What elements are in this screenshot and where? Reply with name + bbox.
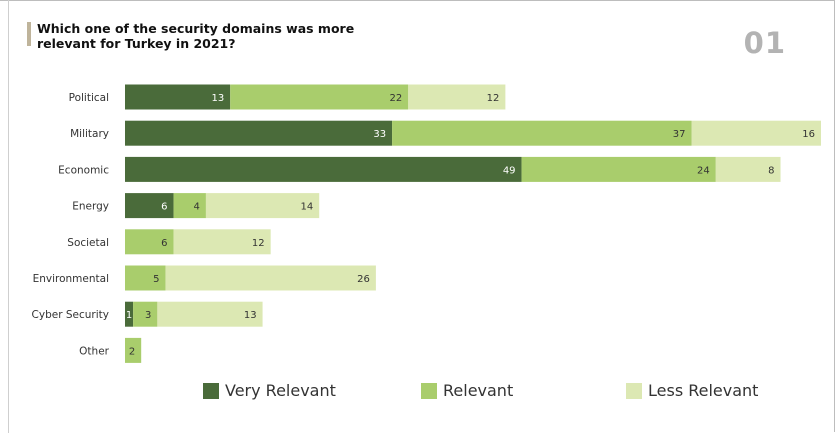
- page-number: 01: [743, 26, 786, 60]
- value-label-societal-relevant: 6: [161, 238, 167, 249]
- value-label-energy-less-relevant: 14: [300, 202, 313, 213]
- bar-societal-relevant: [125, 229, 174, 255]
- value-label-economic-relevant: 24: [697, 165, 710, 176]
- legend-swatch-very-relevant: [203, 382, 219, 399]
- category-label-economic: Economic: [58, 164, 109, 176]
- category-label-other: Other: [79, 345, 109, 357]
- value-label-cyber-security-relevant: 3: [145, 310, 151, 321]
- legend-swatch-relevant: [421, 382, 437, 399]
- chart-title: Which one of the security domains was mo…: [37, 21, 355, 51]
- value-label-energy-relevant: 4: [194, 202, 200, 213]
- value-label-cyber-security-very-relevant: 1: [126, 310, 132, 321]
- value-label-political-less-relevant: 12: [487, 93, 500, 104]
- value-label-military-less-relevant: 16: [802, 129, 815, 140]
- bar-military-less-relevant: [691, 120, 821, 146]
- value-label-environmental-relevant: 5: [153, 274, 159, 285]
- left-rule: [8, 0, 9, 433]
- value-label-other-relevant: 2: [129, 346, 135, 357]
- bar-cyber-security-relevant: [133, 301, 158, 327]
- title-accent-bar: [27, 22, 31, 46]
- bar-cyber-security-very-relevant: [125, 301, 134, 327]
- category-label-cyber-security: Cyber Security: [32, 309, 109, 321]
- legend-label-less-relevant: Less Relevant: [648, 381, 759, 400]
- category-label-environmental: Environmental: [33, 273, 109, 285]
- value-label-environmental-less-relevant: 26: [357, 274, 370, 285]
- legend: Very Relevant Relevant Less Relevant: [0, 381, 836, 403]
- bar-environmental-less-relevant: [165, 265, 376, 291]
- legend-swatch-less-relevant: [626, 382, 642, 399]
- bar-energy-very-relevant: [125, 193, 174, 219]
- bar-environmental-relevant: [125, 265, 166, 291]
- value-label-military-relevant: 37: [673, 129, 686, 140]
- bar-economic-less-relevant: [715, 156, 781, 182]
- value-label-energy-very-relevant: 6: [161, 202, 167, 213]
- value-label-political-very-relevant: 13: [211, 93, 224, 104]
- legend-label-very-relevant: Very Relevant: [225, 381, 336, 400]
- value-label-political-relevant: 22: [390, 93, 403, 104]
- bar-energy-relevant: [173, 193, 206, 219]
- category-label-military: Military: [70, 128, 109, 140]
- bar-military-very-relevant: [125, 120, 393, 146]
- bar-military-relevant: [392, 120, 692, 146]
- legend-item-less-relevant: Less Relevant: [626, 381, 758, 400]
- legend-item-relevant: Relevant: [421, 381, 513, 400]
- value-label-cyber-security-less-relevant: 13: [244, 310, 257, 321]
- bar-other-relevant: [125, 337, 142, 363]
- bar-political-relevant: [230, 84, 409, 110]
- value-label-economic-very-relevant: 49: [503, 165, 516, 176]
- bar-cyber-security-less-relevant: [157, 301, 263, 327]
- category-label-political: Political: [69, 92, 109, 104]
- bar-societal-less-relevant: [173, 229, 271, 255]
- value-label-societal-less-relevant: 12: [252, 238, 265, 249]
- value-label-military-very-relevant: 33: [373, 129, 386, 140]
- bar-economic-very-relevant: [125, 156, 522, 182]
- bar-political-less-relevant: [408, 84, 506, 110]
- category-label-societal: Societal: [67, 237, 109, 249]
- bar-economic-relevant: [521, 156, 716, 182]
- legend-item-very-relevant: Very Relevant: [203, 381, 336, 400]
- value-label-economic-less-relevant: 8: [768, 165, 774, 176]
- legend-label-relevant: Relevant: [443, 381, 514, 400]
- bar-energy-less-relevant: [205, 193, 320, 219]
- category-label-energy: Energy: [72, 201, 109, 213]
- bar-political-very-relevant: [125, 84, 231, 110]
